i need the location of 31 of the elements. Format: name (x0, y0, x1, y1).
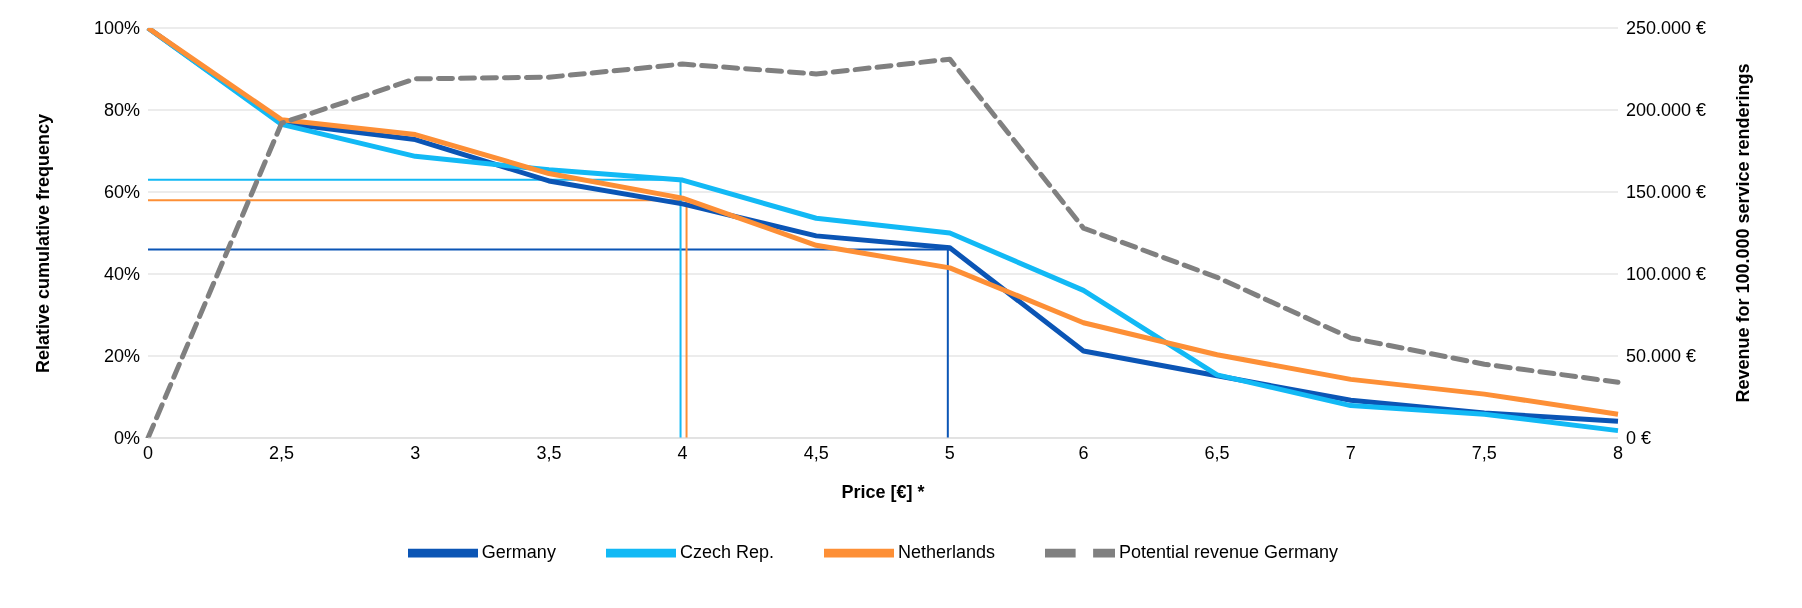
y-tick-label: 0% (113, 428, 140, 449)
x-tick-label: 5 (944, 442, 955, 463)
y2-tick-label: 50.000 € (1626, 346, 1697, 367)
y-tick-label: 20% (103, 346, 140, 367)
y-tick-label: 100% (93, 18, 140, 39)
y2-tick-label: 0 € (1626, 428, 1652, 449)
y-axis-title: Relative cumulative frequency (33, 113, 54, 373)
x-tick-label: 0 (142, 442, 154, 463)
x-tick-label: 7,5 (1471, 442, 1497, 463)
y2-tick-label: 100.000 € (1626, 264, 1707, 285)
x-tick-label: 3,5 (536, 442, 562, 463)
y-tick-label: 40% (103, 264, 140, 285)
y2-tick-label: 200.000 € (1626, 100, 1707, 121)
x-tick-label: 2,5 (269, 442, 295, 463)
y-tick-label: 80% (103, 100, 140, 121)
y2-tick-label: 150.000 € (1626, 182, 1707, 203)
y2-axis-title: Revenue for 100.000 service renderings (1733, 63, 1753, 403)
legend-label: Germany (481, 541, 556, 562)
x-tick-label: 4 (677, 442, 688, 463)
y-tick-label: 60% (103, 182, 140, 203)
x-tick-label: 4,5 (803, 442, 829, 463)
x-tick-label: 3 (410, 442, 421, 463)
legend-label: Netherlands (897, 541, 995, 562)
y2-tick-label: 250.000 € (1626, 18, 1707, 39)
x-tick-label: 7 (1345, 442, 1356, 463)
legend-label: Potential revenue Germany (1119, 541, 1339, 562)
x-axis-title: Price [€] * (841, 482, 925, 502)
x-tick-label: 6,5 (1204, 442, 1230, 463)
x-tick-label: 8 (1612, 442, 1624, 463)
legend-label: Czech Rep. (679, 541, 774, 562)
x-tick-label: 6 (1078, 442, 1089, 463)
